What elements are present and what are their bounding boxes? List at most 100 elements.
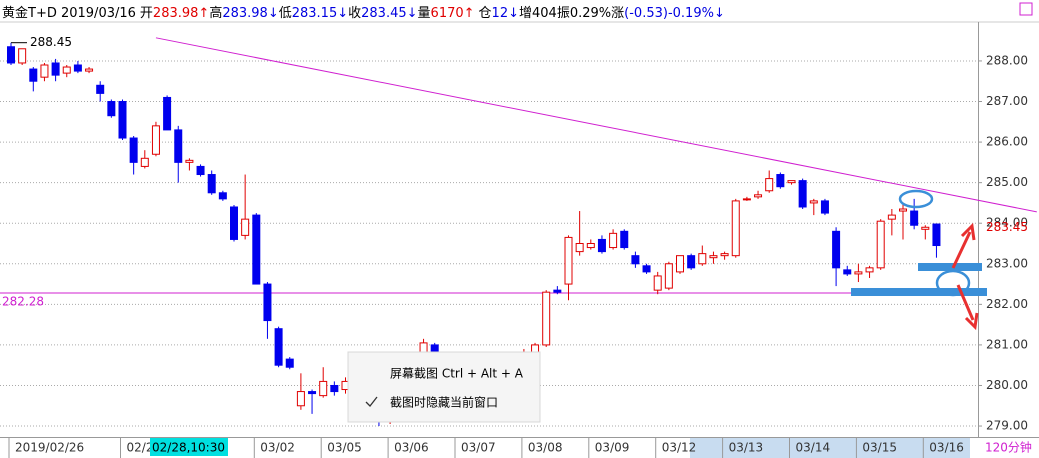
field-value: 6170↑ (430, 6, 475, 21)
context-menu[interactable]: 屏幕截图 Ctrl + Alt + A 截图时隐藏当前窗口 (347, 351, 541, 423)
candle-body (174, 129, 183, 163)
candle-body (586, 242, 595, 249)
candle-body (642, 265, 651, 273)
candle-body (921, 226, 930, 230)
x-tick-label: 03/15 (862, 441, 897, 455)
field-label: 仓 (478, 6, 492, 21)
candle-body (609, 232, 618, 249)
candle-body (140, 157, 149, 167)
menu-item[interactable]: 屏幕截图 Ctrl + Alt + A (390, 367, 524, 381)
y-tick-label: 288.00 (986, 53, 1028, 67)
candle-body (676, 255, 684, 273)
candle-body (720, 253, 729, 257)
candle-body (330, 384, 339, 393)
candle-body (62, 66, 71, 74)
candle-body (742, 198, 751, 201)
x-tick-label: 03/12 (662, 441, 697, 455)
field-value: 283.45↓ (361, 6, 418, 21)
annotations (851, 189, 987, 331)
field-label: 涨 (611, 6, 625, 21)
y-tick-label: 287.00 (986, 94, 1028, 108)
candle-body (241, 218, 250, 236)
y-tick-label: 280.00 (986, 378, 1028, 392)
field-value: 283.98↓ (222, 6, 279, 21)
candle-body (230, 206, 238, 240)
candle-body (319, 380, 328, 397)
field-label: 高 (209, 6, 223, 21)
y-tick-label: 285.00 (986, 175, 1028, 189)
candle-body (40, 64, 49, 78)
candle-body (73, 64, 82, 72)
candle-body (252, 214, 261, 285)
x-tick-label: 03/14 (796, 441, 831, 455)
candle-body (7, 46, 15, 64)
candle-body (263, 283, 272, 322)
menu-item[interactable]: 截图时隐藏当前窗口 (390, 395, 498, 410)
high-label: 288.45 (30, 35, 72, 49)
field-value: (-0.53)-0.19%↓ (624, 6, 725, 21)
field-value: 12↓ (491, 6, 519, 21)
candle-body (218, 192, 227, 200)
candle-body (754, 194, 763, 198)
candle-body (207, 174, 216, 194)
check-icon (365, 396, 378, 407)
candle-body (876, 220, 885, 269)
x-tick-label: 2019/02/26 (15, 441, 84, 455)
period-label: 120分钟 (985, 440, 1032, 455)
candle-body (832, 230, 841, 269)
candle-body (687, 255, 696, 269)
circle-mark (898, 189, 934, 209)
candle-body (163, 96, 172, 131)
x-tick-label: 03/13 (729, 441, 764, 455)
candle-body (85, 68, 94, 72)
candle-body (653, 275, 662, 291)
candle-body (597, 238, 606, 253)
icon[interactable] (1019, 2, 1033, 16)
header-title: 黄金T+D 2019/03/16 (2, 6, 136, 21)
field-label: 量 (417, 6, 431, 21)
last-price-label: 283.45 (986, 220, 1028, 234)
field-label: 增 (518, 6, 532, 21)
candle-body (196, 165, 205, 176)
field-label: 振 (556, 6, 570, 21)
candle-body (308, 391, 317, 395)
candle-body (631, 255, 640, 265)
arrow (956, 284, 979, 331)
field-value: 283.15↓ (291, 6, 349, 21)
candle-body (709, 255, 718, 259)
candle-body (887, 214, 896, 220)
candle-body (107, 101, 116, 117)
cursor-label-bg (150, 438, 228, 456)
candle-body (185, 159, 194, 163)
menu-box (347, 351, 541, 423)
candle-body (899, 208, 907, 212)
candle-body (910, 210, 919, 226)
candle-body (865, 267, 874, 273)
y-tick-label: 281.00 (986, 337, 1028, 351)
candle-body (932, 223, 941, 247)
field-value: 0.29% (569, 6, 612, 21)
candle-body (151, 125, 160, 155)
candle-body (29, 68, 38, 82)
x-tick-label: 03/05 (327, 441, 362, 455)
candle-body (129, 137, 138, 163)
x-tick-label: 03/08 (528, 441, 563, 455)
candle-body (809, 200, 818, 204)
y-tick-label: 286.00 (986, 135, 1028, 149)
candle-body (787, 180, 796, 184)
field-label: 收 (348, 6, 362, 21)
candle-body (698, 253, 707, 265)
candle-body (542, 291, 551, 346)
field-label: 开 (139, 6, 153, 21)
candle-body (564, 236, 573, 285)
x-tick-label: 03/07 (461, 441, 496, 455)
y-tick-label: 284.00 (986, 216, 1028, 230)
level-label: 282.28 (2, 294, 44, 308)
candle-body (285, 358, 294, 368)
support-bar (851, 288, 987, 296)
candle-body (620, 230, 629, 249)
x-tick-label: 03/02 (260, 441, 295, 455)
candle-body (843, 269, 852, 275)
y-tick-label: 283.00 (986, 256, 1028, 270)
